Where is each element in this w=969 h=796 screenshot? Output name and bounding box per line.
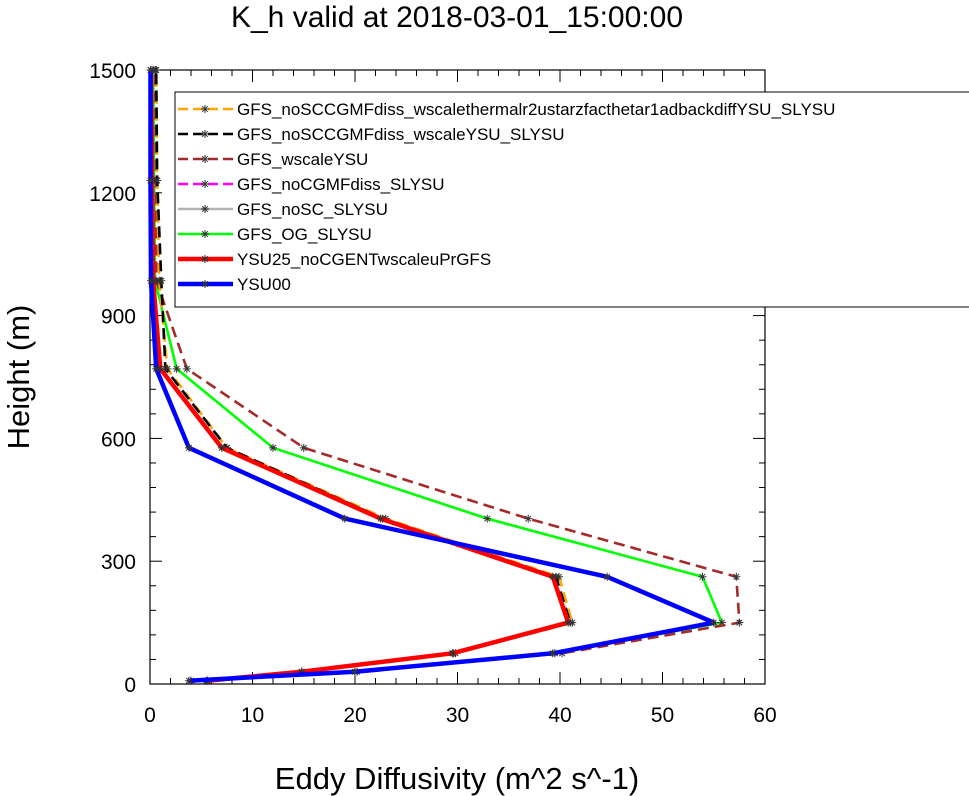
data-point — [603, 572, 612, 581]
data-point — [201, 255, 209, 263]
data-point — [201, 155, 209, 163]
legend-item: GFS_OG_SLYSU — [178, 225, 372, 244]
data-point — [217, 443, 226, 452]
x-tick-label: 20 — [343, 704, 366, 727]
x-tick-label: 10 — [241, 704, 264, 727]
x-axis-label: Eddy Diffusivity (m^2 s^-1) — [275, 761, 639, 796]
legend-item: YSU00 — [178, 275, 291, 294]
legend-item: GFS_wscaleYSU — [178, 150, 368, 169]
legend-item: GFS_noSCCGMFdiss_wscalethermalr2ustarzfa… — [178, 100, 835, 119]
data-point — [201, 180, 209, 188]
legend-label: GFS_noSC_SLYSU — [237, 200, 388, 219]
data-point — [147, 276, 156, 285]
data-point — [732, 572, 741, 581]
data-point — [201, 205, 209, 213]
y-tick-label: 1500 — [89, 60, 136, 83]
legend-label: GFS_noCGMFdiss_SLYSU — [237, 175, 445, 194]
legend-label: GFS_wscaleYSU — [237, 150, 368, 169]
data-point — [297, 667, 306, 676]
x-tick-label: 40 — [548, 704, 571, 727]
data-point — [201, 105, 209, 113]
data-point — [548, 649, 557, 658]
y-tick-label: 900 — [101, 306, 136, 329]
series-7 — [146, 66, 718, 685]
data-point — [146, 176, 155, 185]
data-point — [269, 443, 277, 452]
data-point — [182, 364, 191, 373]
data-point — [146, 66, 155, 74]
legend-label: YSU00 — [237, 275, 291, 294]
x-tick-label: 50 — [651, 704, 674, 727]
data-point — [376, 514, 385, 523]
data-point — [184, 443, 193, 452]
y-tick-label: 0 — [124, 674, 136, 697]
legend-item: GFS_noCGMFdiss_SLYSU — [178, 175, 445, 194]
data-point — [483, 514, 492, 523]
data-point — [172, 364, 181, 373]
series-line — [153, 69, 741, 682]
data-point — [184, 676, 193, 685]
legend-label: YSU25_noCGENTwscaleuPrGFS — [237, 250, 491, 269]
data-point — [735, 618, 744, 627]
data-point — [152, 66, 161, 74]
data-point — [524, 514, 533, 523]
legend-item: GFS_noSC_SLYSU — [178, 200, 388, 219]
data-point — [717, 618, 726, 627]
data-point — [201, 130, 209, 138]
data-point — [157, 276, 166, 285]
y-tick-label: 300 — [101, 551, 136, 574]
data-point — [351, 667, 359, 676]
data-point — [448, 649, 457, 658]
x-tick-label: 30 — [446, 704, 469, 727]
data-point — [201, 280, 209, 288]
y-tick-label: 600 — [101, 428, 136, 451]
legend-label: GFS_noSCCGMFdiss_wscalethermalr2ustarzfa… — [237, 100, 835, 119]
legend-item: GFS_noSCCGMFdiss_wscaleYSU_SLYSU — [178, 125, 565, 144]
data-point — [564, 618, 573, 627]
x-tick-label: 0 — [144, 704, 156, 727]
y-axis-label: Height (m) — [1, 305, 36, 450]
plot-area: 0 10 20 30 40 50 60030060090012001500GFS_noSCC… — [89, 60, 969, 727]
data-point — [152, 364, 161, 373]
legend-item: YSU25_noCGENTwscaleuPrGFS — [178, 250, 491, 269]
data-point — [299, 443, 308, 452]
y-tick-label: 1200 — [89, 183, 136, 206]
data-point — [201, 230, 209, 238]
chart-title: K_h valid at 2018-03-01_15:00:00 — [231, 1, 683, 34]
data-point — [340, 514, 349, 523]
data-point — [156, 364, 165, 373]
data-point — [709, 618, 718, 627]
data-point — [548, 572, 557, 581]
data-point — [153, 176, 162, 185]
legend-box — [174, 91, 969, 308]
data-point — [161, 364, 170, 373]
legend-label: GFS_noSCCGMFdiss_wscaleYSU_SLYSU — [237, 125, 565, 144]
x-tick-label: 60 — [753, 704, 776, 727]
data-point — [698, 572, 707, 581]
legend: GFS_noSCCGMFdiss_wscalethermalr2ustarzfa… — [174, 91, 969, 308]
legend-label: GFS_OG_SLYSU — [237, 225, 372, 244]
